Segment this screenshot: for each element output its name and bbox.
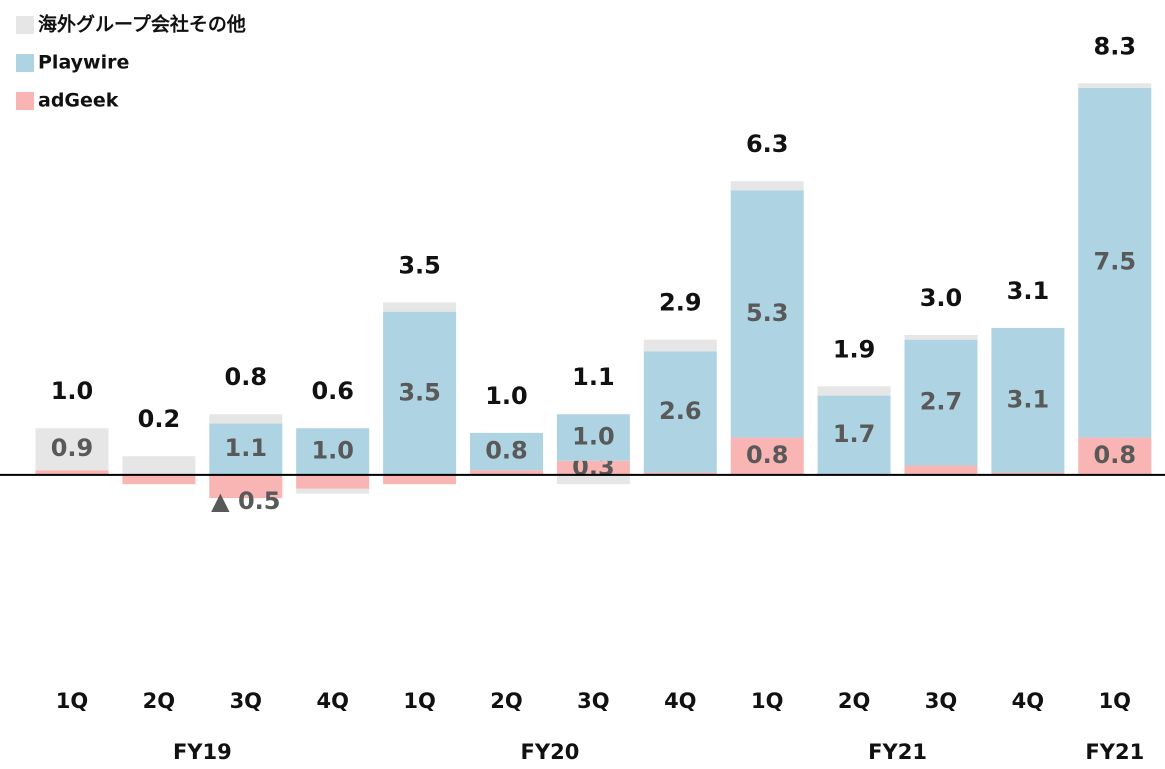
total-label: 2.9 [659,289,702,317]
segment-label: 2.6 [659,397,702,425]
x-tick-label: 1Q [1099,689,1131,713]
total-label: 3.5 [398,251,441,279]
x-tick-label: 2Q [838,689,870,713]
segment-label: 0.9 [51,434,94,462]
total-label: 3.1 [1007,277,1050,305]
bar-segment [35,470,109,475]
bar-segment [556,474,630,485]
bar-segment [817,386,891,396]
segment-label: 3.1 [1007,385,1050,413]
legend-swatch [16,54,34,72]
total-label: 3.0 [920,284,963,312]
bar-segment [1078,83,1152,88]
x-tick-label: 3Q [577,689,609,713]
bar-segment [296,428,370,475]
total-label: 0.8 [225,363,268,391]
bar-segment [817,395,891,475]
x-tick-label: 4Q [316,689,348,713]
legend-swatch [16,16,34,34]
total-label: 1.9 [833,335,876,363]
x-tick-label: 3Q [925,689,957,713]
bar-segment [991,472,1065,475]
bar-segment [383,311,457,475]
bar-segment [556,414,630,461]
bar-segment [296,474,370,489]
bar-segment [296,488,370,494]
bar-segment [643,351,717,473]
bar-segment [122,474,196,485]
legend-swatch [16,92,34,110]
bar-segment [209,423,283,475]
x-tick-label: 1Q [56,689,88,713]
total-label: 8.3 [1094,32,1137,60]
x-tick-label: 1Q [751,689,783,713]
bar-segment [643,339,717,352]
bar-segment [35,428,109,471]
total-label: 1.0 [485,382,528,410]
segment-label: 0.8 [746,441,789,469]
bar-segment [209,414,283,424]
legend-label: 海外グループ会社その他 [38,13,246,36]
group-label: FY19 [173,740,232,764]
group-label: FY20 [521,740,580,764]
x-tick-label: 4Q [664,689,696,713]
bar-segment [209,474,283,499]
bar-segment [1078,437,1152,475]
segment-label: 1.0 [311,437,354,465]
legend-label: adGeek [38,90,119,112]
bar-segment [556,460,630,475]
bar-segment [730,181,804,191]
x-tick-label: 1Q [403,689,435,713]
bar-segment [991,328,1065,473]
total-label: 1.1 [572,363,615,391]
segment-label: ▲ 0.5 [211,487,280,515]
bar-segment [904,335,978,340]
segment-label: 2.7 [920,388,963,416]
x-tick-label: 3Q [230,689,262,713]
bar-segment [470,432,543,471]
bar-segment [122,456,196,475]
total-label: 0.6 [311,377,354,405]
total-label: 0.2 [138,405,181,433]
bar-segment [383,474,457,485]
segment-label: 1.7 [833,420,876,448]
bar-segment [730,437,804,475]
bar-segment [904,339,978,466]
segment-label: 3.5 [398,378,441,406]
bar-segment [730,190,804,438]
total-label: 6.3 [746,130,789,158]
segment-label: 0.8 [1094,441,1137,469]
total-label: 1.0 [51,377,94,405]
segment-label: 0.8 [485,437,528,465]
segment-label: 5.3 [746,299,789,327]
x-tick-label: 4Q [1012,689,1044,713]
group-label: FY21 [868,740,927,764]
legend-label: Playwire [38,52,129,74]
bar-segment [904,465,978,475]
bar-segment [470,470,543,475]
segment-label: 1.1 [225,434,268,462]
x-tick-label: 2Q [490,689,522,713]
bar-segment [643,472,717,475]
segment-label: 1.0 [572,423,615,451]
segment-label: 7.5 [1094,248,1137,276]
group-label: FY21 [1085,740,1144,764]
x-tick-label: 2Q [143,689,175,713]
bar-segment [383,302,457,312]
bar-segment [1078,87,1152,438]
